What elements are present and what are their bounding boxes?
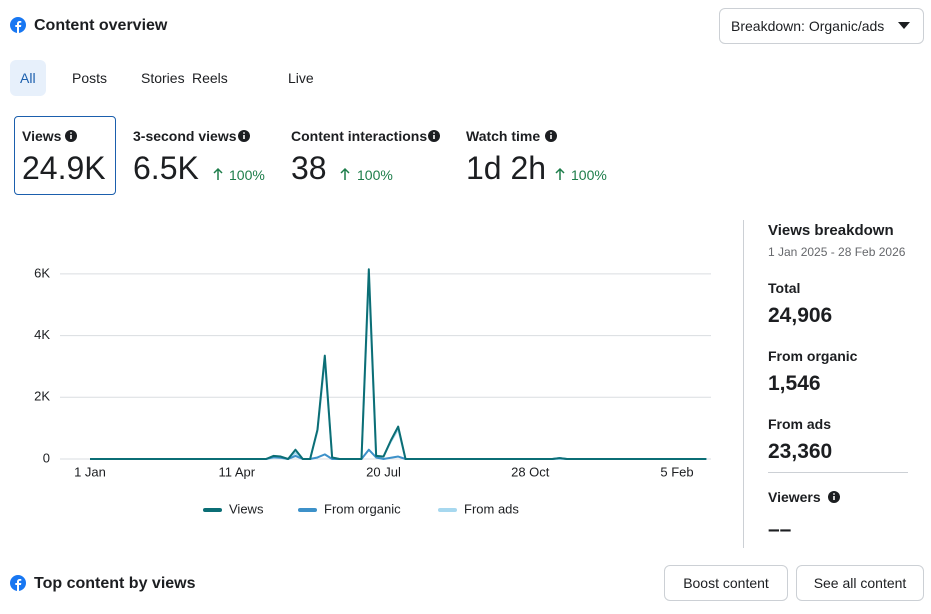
info-icon	[828, 491, 840, 503]
breakdown-dropdown[interactable]: Breakdown: Organic/ads	[719, 8, 924, 44]
metric-change: 100%	[571, 167, 607, 183]
viewers-label: Viewers	[768, 489, 821, 505]
y-tick-label: 0	[43, 450, 50, 465]
metric-label: 3-second views	[133, 128, 237, 144]
breakdown-value: 1,546	[768, 372, 821, 395]
metric-change: 100%	[357, 167, 393, 183]
y-tick-label: 2K	[34, 389, 50, 404]
tab[interactable]: Stories	[141, 70, 185, 86]
fb-icon	[10, 17, 26, 33]
legend-label: From organic	[324, 501, 401, 516]
breakdown-label: Total	[768, 280, 801, 296]
dropdown-label: Breakdown: Organic/ads	[731, 18, 885, 34]
y-tick-label: 4K	[34, 327, 50, 342]
metric-card-selected[interactable]	[14, 116, 116, 195]
metric-value: 38	[291, 150, 327, 186]
metric-label: Watch time	[466, 128, 541, 144]
series-line	[90, 268, 707, 460]
chart: 0 2K 4K 6K 1 Jan 11 Apr 20 Jul 28 Oct 5 Feb Views…	[34, 265, 711, 516]
legend-label: Views	[229, 501, 264, 516]
series-line	[90, 448, 707, 460]
metric-value: 6.5K	[133, 150, 199, 186]
x-tick-label: 20 Jul	[366, 464, 401, 479]
page-title: Content overview	[34, 17, 168, 34]
metric-label: Content interactions	[291, 128, 428, 144]
tab[interactable]: All	[10, 60, 46, 96]
breakdown-label: From organic	[768, 348, 858, 364]
tab[interactable]: Live	[288, 70, 314, 86]
x-tick-label: 5 Feb	[660, 464, 693, 479]
metric-change: 100%	[229, 167, 265, 183]
date-range: 1 Jan 2025 - 28 Feb 2026	[768, 245, 906, 259]
tab[interactable]: Reels	[192, 70, 228, 86]
metric-value: 1d 2h	[466, 150, 547, 186]
metric-label: Views	[22, 128, 62, 144]
see-all-button[interactable]: See all content	[796, 565, 924, 601]
breakdown-label: From ads	[768, 416, 832, 432]
x-tick-label: 28 Oct	[511, 464, 550, 479]
x-tick-label: 11 Apr	[218, 464, 255, 479]
series-line	[90, 277, 707, 460]
tab[interactable]: Posts	[72, 70, 108, 86]
separator	[768, 472, 908, 473]
caret	[898, 22, 910, 29]
section-title: Top content by views	[34, 575, 196, 592]
legend-label: From ads	[464, 501, 519, 516]
breakdown-value: 24,906	[768, 304, 833, 327]
metric-value: 24.9K	[22, 150, 106, 186]
boost-button[interactable]: Boost content	[664, 565, 788, 601]
breakdown-value: 23,360	[768, 440, 833, 463]
fb-icon	[10, 575, 26, 591]
divider	[743, 220, 744, 548]
viewers-value: ––	[768, 518, 792, 541]
x-tick-label: 1 Jan	[74, 464, 106, 479]
breakdown-title: Views breakdown	[768, 222, 894, 239]
y-tick-label: 6K	[34, 265, 50, 280]
